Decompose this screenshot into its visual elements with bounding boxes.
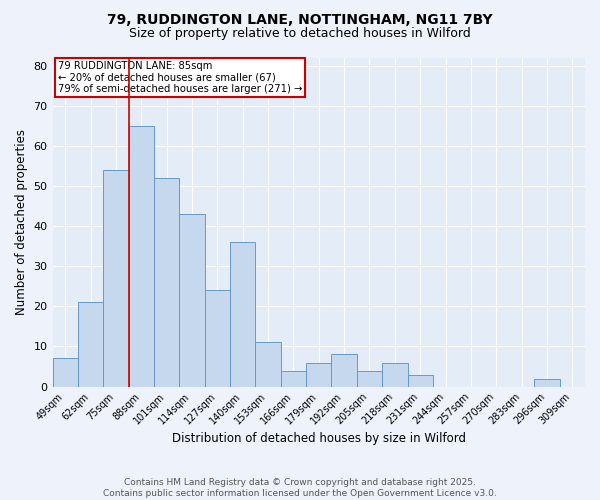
Bar — [78, 302, 103, 386]
Bar — [534, 378, 560, 386]
Bar — [306, 362, 331, 386]
Text: 79, RUDDINGTON LANE, NOTTINGHAM, NG11 7BY: 79, RUDDINGTON LANE, NOTTINGHAM, NG11 7B… — [107, 12, 493, 26]
Bar — [205, 290, 230, 386]
Bar — [256, 342, 281, 386]
Bar — [382, 362, 407, 386]
Text: Contains HM Land Registry data © Crown copyright and database right 2025.
Contai: Contains HM Land Registry data © Crown c… — [103, 478, 497, 498]
Text: Size of property relative to detached houses in Wilford: Size of property relative to detached ho… — [129, 28, 471, 40]
X-axis label: Distribution of detached houses by size in Wilford: Distribution of detached houses by size … — [172, 432, 466, 445]
Bar — [407, 374, 433, 386]
Bar — [230, 242, 256, 386]
Bar — [154, 178, 179, 386]
Bar — [331, 354, 357, 386]
Bar — [53, 358, 78, 386]
Y-axis label: Number of detached properties: Number of detached properties — [15, 129, 28, 315]
Bar — [128, 126, 154, 386]
Bar — [103, 170, 128, 386]
Bar — [357, 370, 382, 386]
Text: 79 RUDDINGTON LANE: 85sqm
← 20% of detached houses are smaller (67)
79% of semi-: 79 RUDDINGTON LANE: 85sqm ← 20% of detac… — [58, 61, 302, 94]
Bar — [179, 214, 205, 386]
Bar — [281, 370, 306, 386]
